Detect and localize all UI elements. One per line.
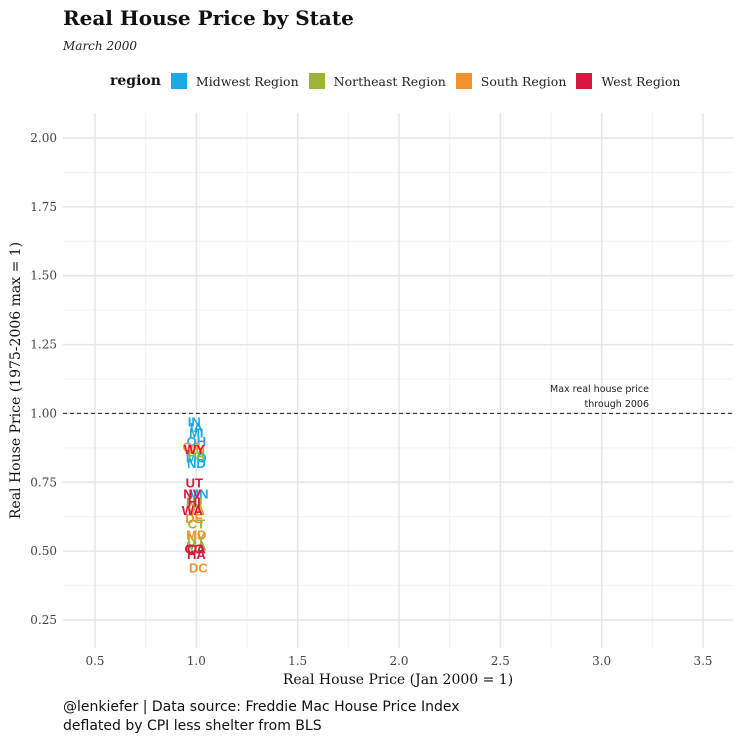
y-tick-label: 1.50 [30,269,57,283]
y-axis-title: Real House Price (1975-2006 max = 1) [8,242,24,519]
state-label: CT [188,517,205,532]
legend-label-south: South Region [480,73,567,89]
x-axis-title: Real House Price (Jan 2000 = 1) [283,672,513,688]
reference-line-label: Max real house price [550,384,649,395]
state-label: ND [187,456,206,471]
state-label: IN [188,415,201,430]
legend-swatch-south [455,73,472,89]
y-tick-label: 1.00 [30,406,57,420]
x-tick-label: 3.5 [693,654,712,668]
state-label: CO [185,541,205,556]
legend-item-west: West Region [576,73,680,89]
state-label: MI [189,426,203,441]
state-label: NJ [186,495,203,510]
caption-line-2: deflated by CPI less shelter from BLS [63,718,322,734]
y-tick-label: 0.75 [30,475,57,489]
grid-lines [63,113,733,648]
legend-title: region [110,73,161,89]
legend-item-northeast: Northeast Region [308,73,446,89]
y-tick-label: 0.25 [30,613,57,627]
state-label: GA [183,439,203,454]
chart-subtitle: March 2000 [63,39,137,53]
state-label: VA [188,503,206,518]
caption-line-1: @lenkiefer | Data source: Freddie Mac Ho… [63,699,460,715]
y-tick-label: 2.00 [30,131,57,145]
legend-swatch-midwest [170,73,187,89]
state-label: MO [186,450,207,465]
y-tick-label: 1.25 [30,338,57,352]
caption: @lenkiefer | Data source: Freddie Mac Ho… [63,698,460,736]
state-label: TN [188,442,205,457]
legend-item-south: South Region [455,73,567,89]
state-label: PA [188,448,206,463]
reference-line-group: Max real house price through 2006 [63,384,733,414]
legend: region Midwest Region Northeast Region S… [110,70,690,92]
x-tick-label: 3.0 [592,654,611,668]
state-label: IA [190,420,204,435]
x-tick-label: 1.5 [288,654,307,668]
state-label: WY [184,442,205,457]
legend-swatch-northeast [308,73,325,89]
x-tick-label: 0.5 [85,654,104,668]
x-tick-label: 2.5 [491,654,510,668]
state-label: MD [186,528,206,543]
state-label: DE [185,511,203,526]
legend-label-northeast: Northeast Region [333,73,446,89]
state-label: NV [183,486,201,501]
y-tick-label: 0.50 [30,544,57,558]
state-label: DC [189,561,208,576]
x-tick-label: 1.0 [187,654,206,668]
y-tick-label: 1.75 [30,200,57,214]
reference-line-label: through 2006 [584,399,649,410]
state-label: NY [187,530,205,545]
axis-labels: 0.5 1.0 1.5 2.0 2.5 3.0 3.5 0.25 0.50 0.75 1.00 1.2… [8,131,713,688]
state-label: MA [186,539,207,554]
state-label: CA [187,541,206,556]
legend-item-midwest: Midwest Region [170,73,299,89]
state-label: HI [188,495,201,510]
state-label: HA [187,547,206,562]
legend-label-midwest: Midwest Region [195,73,299,89]
state-label: OH [187,434,207,449]
chart-title: Real House Price by State [63,6,354,30]
state-label: UT [186,475,203,490]
legend-label-west: West Region [601,73,681,89]
legend-swatch-west [576,73,593,89]
state-label: MN [188,486,208,501]
state-label: WA [182,503,204,518]
x-tick-label: 2.0 [389,654,408,668]
